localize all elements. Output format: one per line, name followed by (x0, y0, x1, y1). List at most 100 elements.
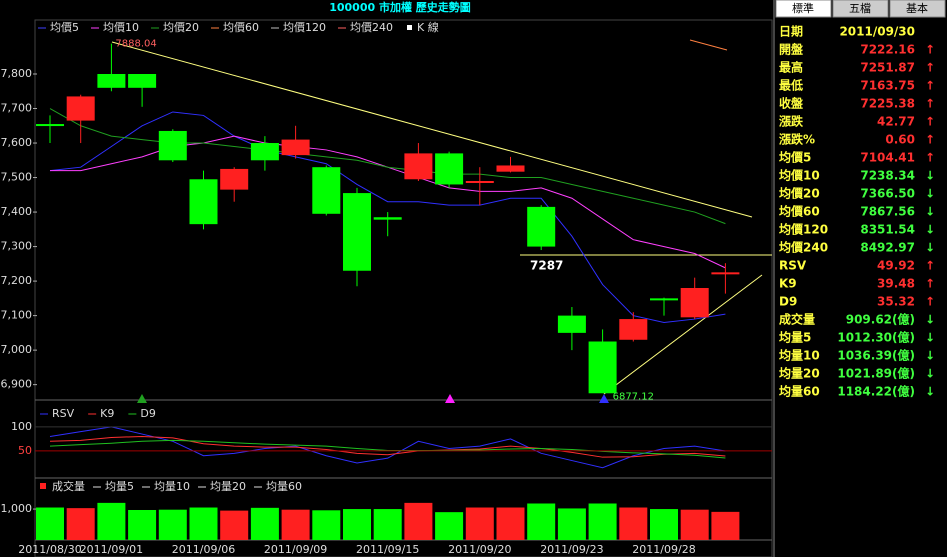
tab[interactable] (832, 0, 889, 18)
row-arrow: ↑ (925, 79, 935, 93)
row-value: 909.62(億) (846, 312, 915, 327)
row-arrow: ↓ (925, 367, 935, 381)
volume-bar (404, 502, 433, 540)
row-arrow: ↑ (925, 151, 935, 165)
legend-label: RSV (52, 407, 75, 420)
low-label: 6877.12 (613, 392, 654, 403)
row-label: K9 (779, 277, 797, 291)
volume-bar (619, 507, 648, 540)
volume-bar (557, 508, 586, 540)
legend-label: 均量10 (154, 480, 190, 493)
row-arrow: ↓ (925, 241, 935, 255)
row-arrow: ↓ (925, 223, 935, 237)
x-tick-label: 2011/09/28 (632, 543, 695, 556)
row-label: 均價120 (779, 222, 828, 237)
candle-body (496, 165, 525, 172)
row-value: 42.77 (877, 115, 915, 129)
volume-bar (496, 507, 525, 540)
y-tick-label: 7,800 (1, 67, 33, 80)
indicator-line (49, 435, 726, 458)
trend-line (111, 41, 753, 218)
signal-marker (599, 394, 609, 403)
tab-label[interactable]: 基本 (906, 1, 928, 15)
candle-body (404, 153, 433, 180)
row-arrow: ↓ (925, 313, 935, 327)
candle-body (66, 96, 95, 121)
volume-bar (527, 503, 556, 540)
volume-bar (680, 509, 709, 540)
row-arrow: ↑ (925, 259, 935, 273)
row-label: 均價60 (779, 204, 820, 219)
tab[interactable] (889, 0, 946, 18)
candle-body (650, 298, 678, 301)
tab[interactable] (775, 0, 832, 18)
row-label: 均價20 (779, 186, 820, 201)
volume-bar (711, 511, 740, 540)
candle-body (128, 74, 157, 88)
x-tick-label: 2011/09/06 (172, 543, 235, 556)
row-value: 7104.41 (860, 151, 915, 165)
candle-body (711, 272, 740, 275)
y-tick-label: 50 (18, 444, 32, 457)
volume-bar (373, 509, 402, 540)
volume-bar (189, 507, 218, 540)
chart-frame (34, 19, 773, 557)
row-arrow: ↓ (925, 385, 935, 399)
legend-label: 均價120 (283, 20, 326, 34)
tab-label[interactable]: 五檔 (849, 1, 871, 15)
volume-bar (465, 507, 494, 540)
candle-body (220, 168, 249, 190)
legend-label: K 線 (417, 20, 439, 34)
x-tick-label: 2011/09/09 (264, 543, 327, 556)
row-value: 35.32 (877, 295, 915, 309)
legend-label: 均價20 (163, 20, 199, 34)
y-tick-label: 100 (11, 420, 32, 433)
tab-label[interactable]: 標準 (792, 1, 814, 15)
x-tick-label: 2011/08/30 (18, 543, 81, 556)
row-label: 漲跌% (779, 132, 815, 147)
row-arrow: ↓ (925, 169, 935, 183)
legend-label: 均量60 (266, 480, 302, 493)
legend-label: 均量5 (105, 480, 134, 493)
legend-label: 成交量 (52, 479, 85, 493)
candle-body (557, 315, 586, 333)
x-tick-label: 2011/09/20 (448, 543, 511, 556)
volume-bar (588, 503, 617, 540)
x-tick-label: 2011/09/01 (80, 543, 143, 556)
row-label: 漲跌 (779, 114, 804, 129)
candle-body (373, 217, 402, 220)
row-value: 49.92 (877, 259, 915, 273)
y-tick-label: 7,100 (1, 309, 33, 322)
candle-body (527, 206, 556, 247)
candle-body (36, 124, 64, 127)
volume-bar (435, 512, 464, 540)
x-tick-label: 2011/09/15 (356, 543, 419, 556)
row-arrow: ↑ (925, 115, 935, 129)
row-label: 均價240 (779, 240, 828, 255)
high-label: 7888.04 (115, 39, 156, 50)
row-label: 最高 (779, 60, 803, 75)
row-value: 7225.38 (860, 97, 915, 111)
candle-body (250, 143, 279, 161)
signal-marker (445, 394, 455, 403)
legend-label: D9 (140, 407, 155, 420)
candle-body (588, 341, 617, 394)
row-arrow: ↓ (925, 205, 935, 219)
legend-label: 均價240 (350, 20, 393, 34)
row-label: 開盤 (779, 42, 804, 57)
ma-line (49, 111, 726, 324)
row-value: 1184.22(億) (837, 384, 915, 399)
candle-body (343, 193, 371, 271)
row-arrow: ↓ (925, 187, 935, 201)
volume-bar (36, 507, 64, 540)
row-label: 均量60 (779, 384, 820, 399)
row-value: 1036.39(億) (837, 348, 915, 363)
legend-label: 均價5 (50, 20, 79, 34)
row-label: 最低 (779, 78, 803, 93)
row-value: 8351.54 (860, 223, 915, 237)
row-label: RSV (779, 259, 807, 273)
row-value: 7366.50 (860, 187, 915, 201)
indicator-line (49, 426, 726, 469)
